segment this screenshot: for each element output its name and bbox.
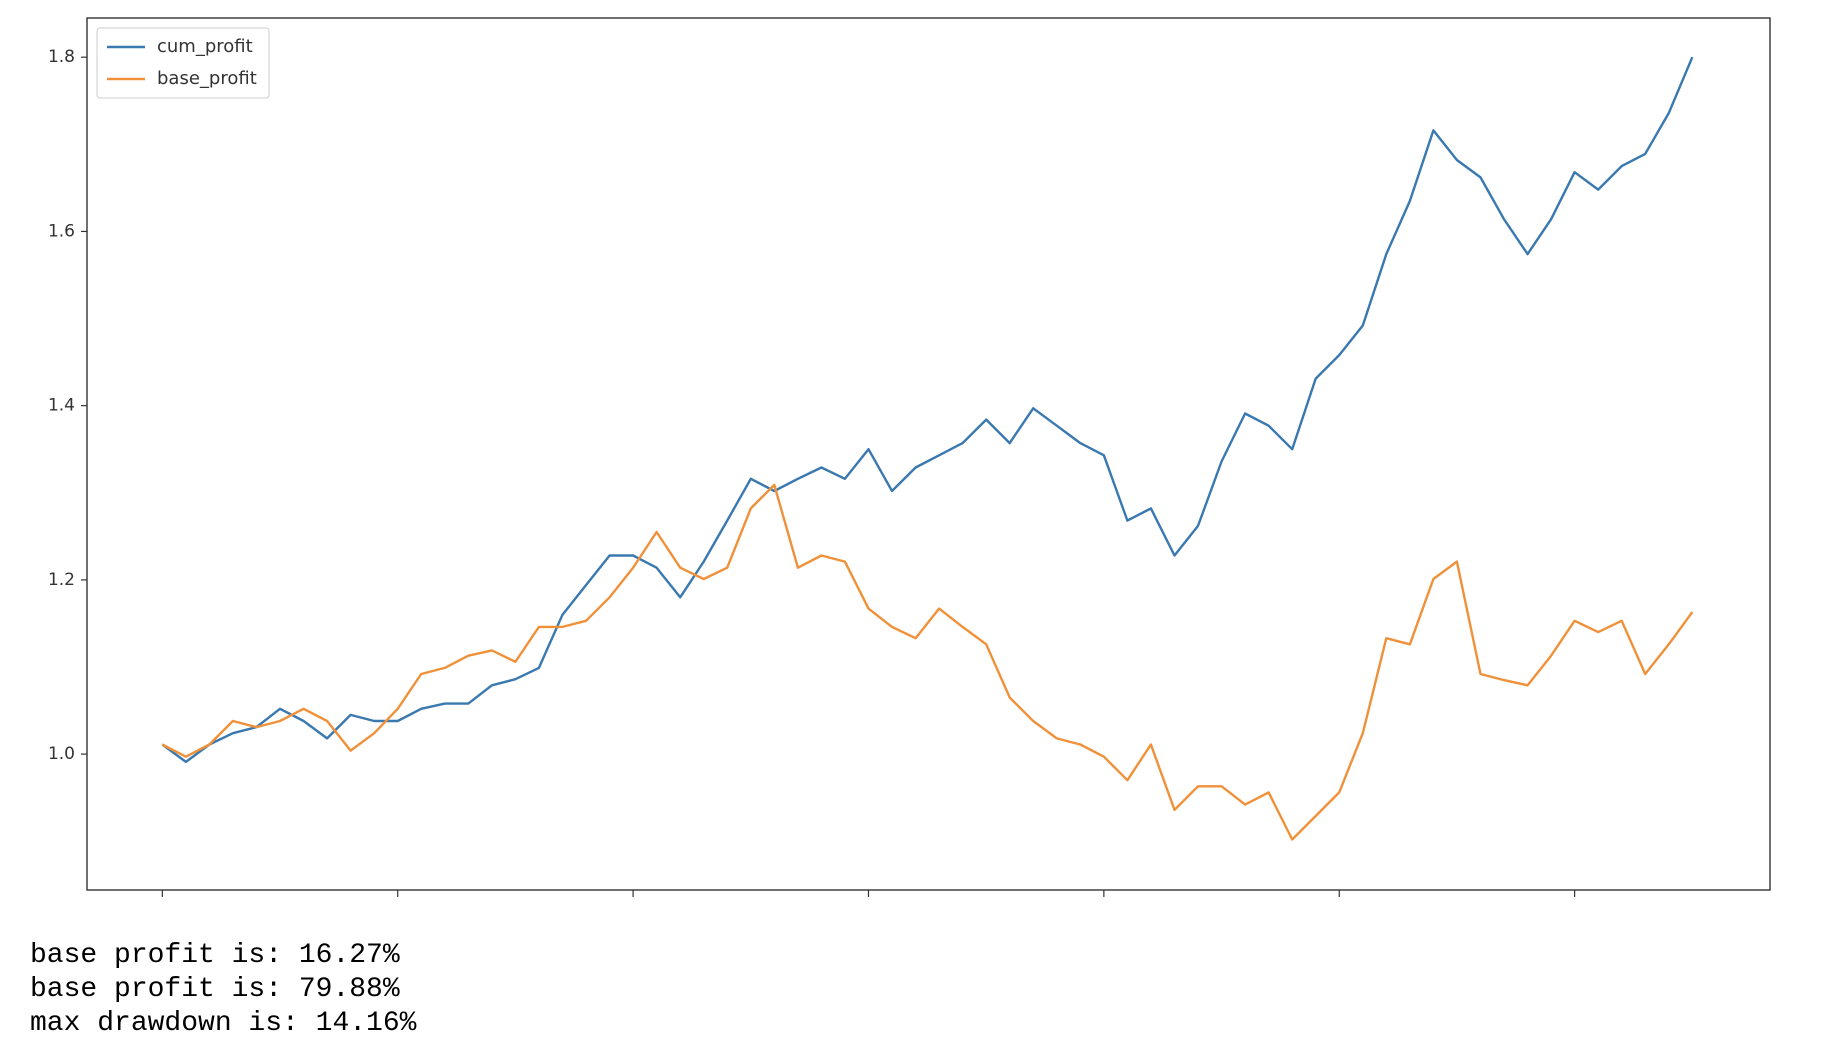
series-line [161, 56, 1694, 764]
plot-frame [86, 17, 1771, 891]
y-tick-label: 1.8 [48, 47, 75, 67]
output-line: max drawdown is: 14.16% [30, 1008, 417, 1039]
output-line: base profit is: 16.27% [30, 940, 400, 971]
y-tick-label: 1.2 [48, 570, 75, 590]
legend-label: cum_profit [157, 36, 253, 57]
legend-box [96, 27, 270, 99]
y-tick-label: 1.6 [48, 221, 75, 241]
legend-label: base_profit [157, 68, 257, 89]
series-line [161, 483, 1694, 841]
y-tick-label: 1.0 [48, 744, 75, 764]
output-line: base profit is: 79.88% [30, 974, 400, 1005]
chart: 1.0 1.2 1.4 1.6 1.8 cum_profit base_profit [48, 17, 1771, 897]
y-tick-label: 1.4 [48, 396, 75, 416]
